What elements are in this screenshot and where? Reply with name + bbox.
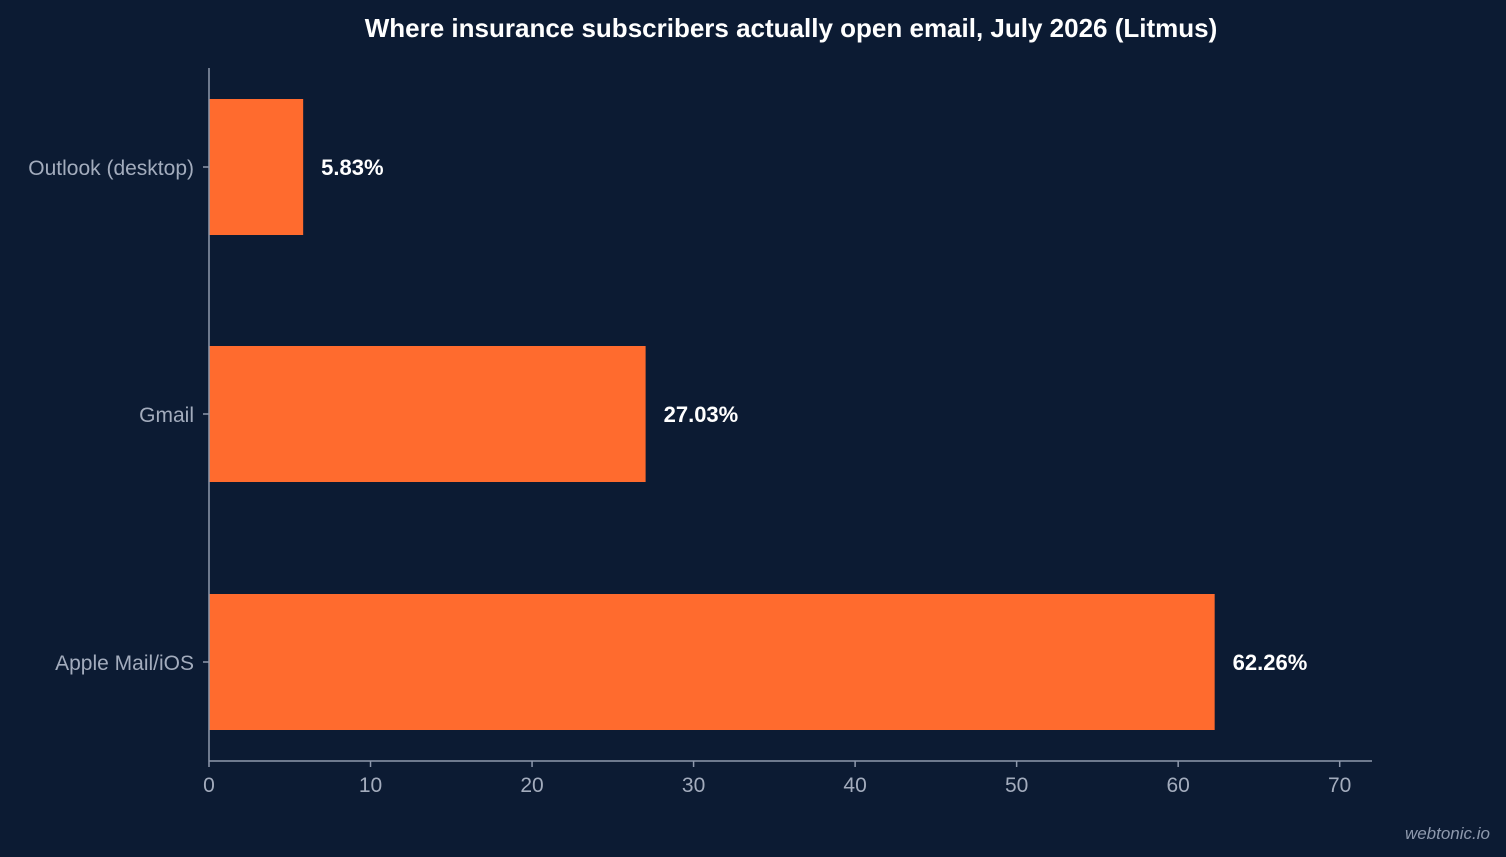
value-label-1: 27.03% [664, 402, 739, 427]
x-tick-label-1: 10 [359, 774, 382, 797]
x-tick-label-3: 30 [682, 774, 705, 797]
chart-title: Where insurance subscribers actually ope… [365, 13, 1218, 43]
value-label-0: 5.83% [321, 155, 383, 180]
axes-layer: Outlook (desktop) Gmail Apple Mail/iOS 0 10 2… [28, 68, 1372, 797]
x-tick-label-7: 70 [1328, 774, 1351, 797]
x-tick-label-5: 50 [1005, 774, 1028, 797]
x-tick-label-2: 20 [520, 774, 543, 797]
bar-0 [209, 99, 304, 235]
category-label-0: Outlook (desktop) [28, 157, 194, 180]
bar-2 [209, 594, 1215, 730]
bars-layer: 5.83% 27.03% 62.26% [209, 99, 1307, 730]
x-tick-label-0: 0 [203, 774, 215, 797]
x-tick-label-6: 60 [1166, 774, 1189, 797]
category-label-2: Apple Mail/iOS [55, 652, 194, 675]
x-tick-label-4: 40 [843, 774, 866, 797]
watermark-text: webtonic.io [1405, 824, 1490, 843]
value-label-2: 62.26% [1233, 650, 1308, 675]
bar-1 [209, 346, 646, 482]
category-label-1: Gmail [139, 404, 194, 427]
